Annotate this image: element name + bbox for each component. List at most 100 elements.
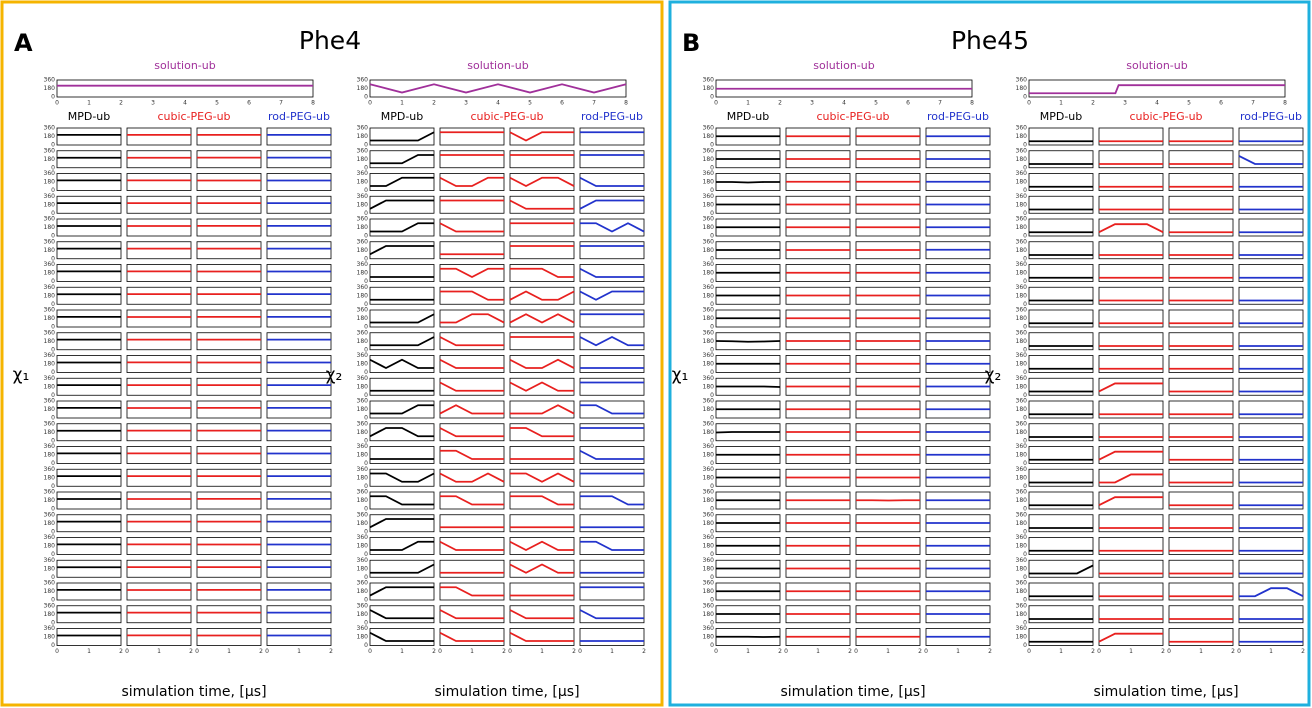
plot-frame — [1098, 605, 1164, 624]
plot-frame — [266, 423, 332, 442]
y-tick-label: 0 — [710, 460, 714, 467]
trace — [509, 176, 575, 188]
y-tick-label: 0 — [1023, 346, 1027, 353]
y-tick-label: 180 — [44, 588, 56, 595]
plot-frame — [579, 377, 645, 396]
plot-frame — [56, 491, 122, 510]
trace — [370, 563, 435, 574]
plot-frame — [196, 355, 262, 373]
plot-title: solution-ub — [813, 59, 875, 72]
y-tick-label: 180 — [357, 361, 369, 368]
y-tick-label: 180 — [44, 565, 56, 572]
y-tick-label: 360 — [357, 125, 369, 132]
plot-frame — [1238, 218, 1304, 237]
plot-frame — [126, 628, 192, 646]
plot-frame — [56, 377, 122, 396]
plot-frame — [369, 173, 435, 191]
plot-frame — [1028, 537, 1094, 555]
plot-frame — [196, 377, 262, 396]
plot-frame — [439, 286, 505, 305]
y-tick-label: 0 — [51, 164, 55, 171]
y-tick-label: 360 — [44, 77, 56, 84]
plot-frame — [56, 559, 122, 578]
y-tick-label: 360 — [44, 534, 56, 541]
trace — [369, 199, 434, 210]
y-tick-label: 360 — [44, 580, 56, 587]
plot-frame — [439, 491, 505, 510]
y-tick-label: 0 — [1023, 506, 1027, 513]
plot-frame — [579, 309, 645, 328]
y-tick-label: 0 — [51, 506, 55, 513]
plot-title: solution-ub — [154, 59, 216, 72]
plot-frame — [439, 195, 505, 214]
x-tick-label: 5 — [874, 100, 878, 107]
x-tick-label: 4 — [496, 100, 500, 107]
y-tick-label: 180 — [357, 474, 369, 481]
y-tick-label: 360 — [703, 193, 715, 200]
plot-frame — [439, 264, 505, 282]
trace — [1029, 564, 1094, 575]
plot-frame — [266, 241, 332, 260]
y-tick-label: 360 — [44, 170, 56, 177]
plot-frame — [439, 582, 505, 601]
plot-frame — [196, 400, 262, 419]
plot-frame — [196, 537, 262, 555]
y-tick-label: 180 — [44, 543, 56, 550]
y-tick-label: 0 — [51, 597, 55, 604]
trace — [510, 427, 574, 438]
plot-frame — [1098, 332, 1164, 351]
plot-frame — [56, 332, 122, 351]
y-tick-label: 360 — [357, 352, 369, 359]
trace — [440, 267, 504, 279]
x-tick-label: 0 — [578, 648, 582, 655]
plot-frame — [196, 195, 262, 214]
y-tick-label: 360 — [1016, 77, 1028, 84]
y-tick-label: 360 — [703, 602, 715, 609]
x-tick-label: 0 — [784, 648, 788, 655]
y-tick-label: 180 — [357, 247, 369, 254]
plot-frame — [196, 559, 262, 578]
plot-frame — [1098, 537, 1164, 555]
plot-frame — [1238, 446, 1304, 464]
y-tick-label: 360 — [703, 534, 715, 541]
y-tick-label: 0 — [364, 619, 368, 626]
plot-frame — [56, 218, 122, 237]
y-tick-label: 360 — [44, 602, 56, 609]
plot-frame — [126, 446, 192, 464]
x-tick-label: 8 — [624, 100, 628, 107]
plot-frame — [56, 127, 122, 146]
y-tick-label: 0 — [51, 369, 55, 376]
plot-frame — [196, 332, 262, 351]
plot-frame — [1168, 173, 1234, 191]
y-tick-label: 180 — [703, 634, 715, 641]
plot-frame — [369, 286, 435, 305]
y-tick-label: 180 — [44, 452, 56, 459]
plot-frame — [369, 79, 627, 98]
y-tick-label: 0 — [710, 574, 714, 581]
y-tick-label: 0 — [51, 460, 55, 467]
trace — [439, 472, 505, 483]
y-tick-label: 360 — [703, 307, 715, 314]
x-tick-label: 1 — [400, 100, 404, 107]
plot-frame — [1098, 423, 1164, 442]
y-tick-label: 180 — [703, 224, 715, 231]
x-tick-label: 0 — [1027, 648, 1031, 655]
trace — [439, 336, 504, 347]
y-tick-label: 180 — [1016, 85, 1028, 92]
trace — [440, 495, 504, 506]
y-tick-label: 0 — [364, 255, 368, 262]
plot-frame — [369, 150, 435, 169]
y-tick-label: 180 — [357, 179, 369, 186]
trace — [579, 176, 644, 187]
y-tick-label: 360 — [44, 557, 56, 564]
plot-frame — [1028, 332, 1094, 351]
y-tick-label: 360 — [1016, 375, 1028, 382]
plot-frame — [126, 582, 192, 601]
plot-frame — [126, 286, 192, 305]
y-tick-label: 360 — [44, 420, 56, 427]
trace — [370, 404, 434, 415]
y-tick-label: 360 — [357, 398, 369, 405]
y-tick-label: 360 — [703, 352, 715, 359]
y-tick-label: 0 — [364, 506, 368, 513]
plot-frame — [1028, 628, 1094, 646]
